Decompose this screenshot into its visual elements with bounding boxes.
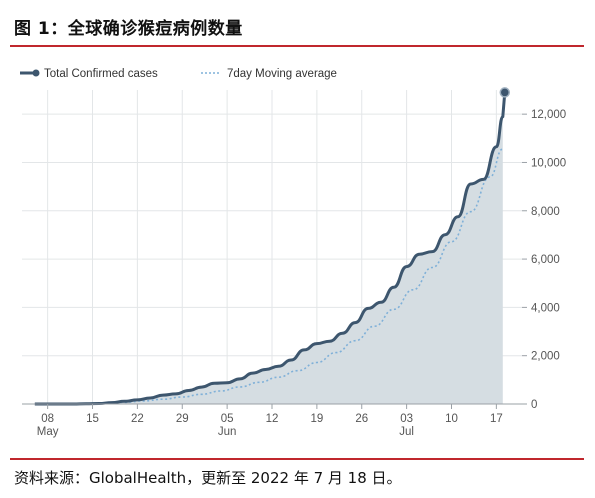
x-month-label: Jul [399,426,414,438]
figure-title: 图 1：全球确诊猴痘病例数量 [14,19,243,39]
source-note: 资料来源：GlobalHealth，更新至 2022 年 7 月 18 日。 [14,469,402,487]
total-cases-area [34,92,503,405]
y-tick-label: 8,000 [531,206,560,218]
legend-total-label: Total Confirmed cases [44,68,158,80]
x-month-label: May [37,426,59,438]
legend-total-cases[interactable]: Total Confirmed cases [20,68,158,80]
x-tick-label: 12 [266,413,279,425]
x-tick-label: 08 [41,413,54,425]
x-tick-label: 03 [400,413,413,425]
legend-total-marker [32,69,40,77]
plot-area [34,87,511,406]
x-tick-label: 10 [445,413,458,425]
x-tick-label: 15 [86,413,99,425]
y-axis: 0 2,000 4,000 6,000 8,000 10,000 12,000 [522,109,566,411]
legend: Total Confirmed cases 7day Moving averag… [20,68,337,80]
x-month-label: Jun [218,426,237,438]
total-cases-end-marker [499,87,511,98]
y-tick-label: 12,000 [531,109,566,121]
y-tick-label: 2,000 [531,351,560,363]
x-tick-label: 19 [310,413,323,425]
x-tick-label: 17 [490,413,503,425]
bottom-rule [10,458,584,460]
top-rule [10,45,584,47]
legend-moving-average[interactable]: 7day Moving average [201,68,337,80]
confirmed-cases-chart: Total Confirmed cases 7day Moving averag… [20,68,566,438]
x-tick-label: 05 [221,413,234,425]
y-tick-label: 6,000 [531,254,560,266]
total-cases-line [34,92,507,406]
x-tick-label: 22 [131,413,144,425]
x-tick-label: 29 [176,413,189,425]
x-tick-label: 26 [355,413,368,425]
y-tick-label: 0 [531,399,537,411]
legend-avg-label: 7day Moving average [227,68,337,80]
y-tick-label: 10,000 [531,157,566,169]
y-tick-label: 4,000 [531,302,560,314]
